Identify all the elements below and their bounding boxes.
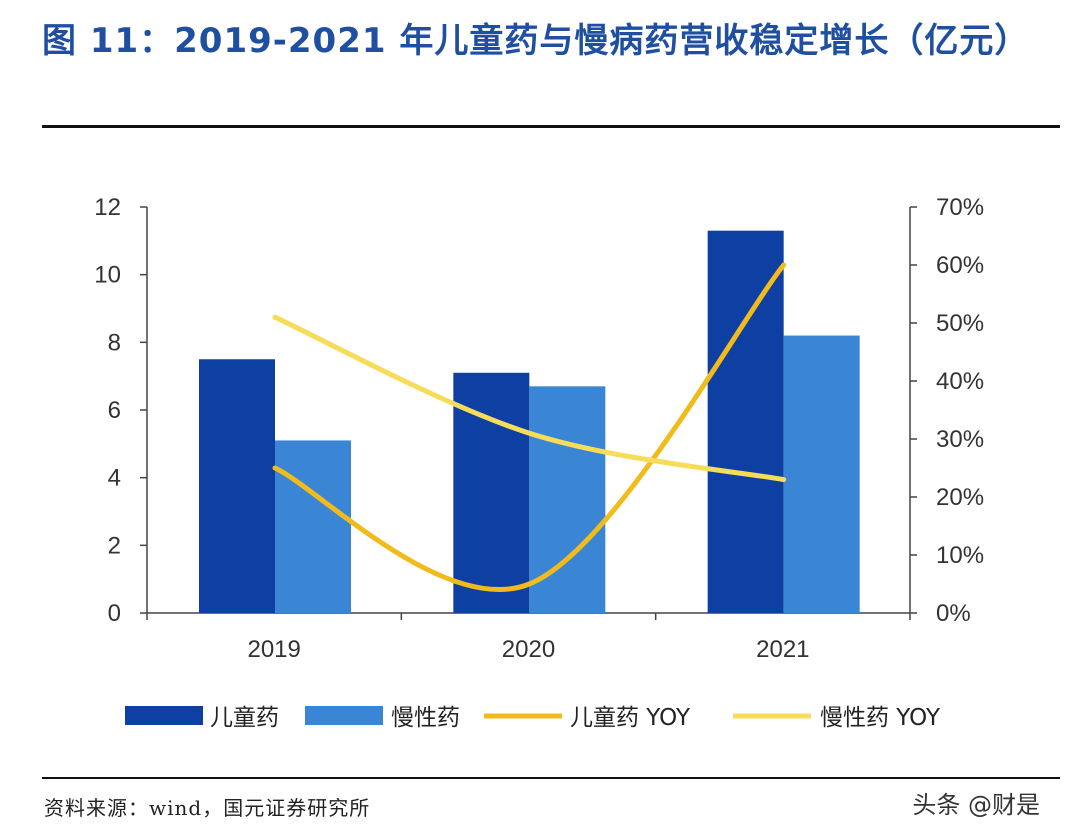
right-tick-label: 0%: [936, 600, 971, 627]
footer-divider: [42, 777, 1060, 779]
left-tick-label: 0: [108, 600, 121, 627]
right-tick-label: 20%: [936, 484, 984, 511]
watermark: 头条 @财是: [912, 791, 1040, 819]
left-tick-label: 10: [94, 262, 121, 289]
legend-swatch-1: [305, 706, 383, 725]
x-tick-label: 2020: [502, 636, 555, 663]
title-divider: [42, 125, 1060, 128]
chart-title: 图 11：2019-2021 年儿童药与慢病药营收稳定增长（亿元）: [42, 21, 1030, 61]
right-tick-label: 60%: [936, 252, 984, 279]
left-tick-label: 12: [94, 194, 121, 221]
bar-chronic-2021: [783, 335, 860, 613]
left-tick-label: 2: [108, 532, 121, 559]
line-child-yoy: [272, 262, 787, 593]
right-tick-label: 50%: [936, 310, 984, 337]
legend-label-3: 慢性药 YOY: [820, 705, 941, 731]
left-tick-label: 6: [108, 397, 121, 424]
x-tick-label: 2021: [756, 636, 809, 663]
right-tick-label: 70%: [936, 194, 984, 221]
source-note: 资料来源：wind，国元证券研究所: [44, 796, 371, 820]
bar-child-2020: [453, 372, 530, 613]
bar-child-2019: [199, 359, 275, 613]
legend-label-0: 儿童药: [210, 705, 279, 731]
right-tick-label: 10%: [936, 542, 984, 569]
legend-swatch-0: [125, 706, 203, 725]
right-tick-label: 40%: [936, 368, 984, 395]
legend-label-1: 慢性药: [391, 705, 460, 731]
x-tick-label: 2019: [247, 636, 300, 663]
bar-child-2021: [707, 230, 784, 613]
right-tick-label: 30%: [936, 426, 984, 453]
left-tick-label: 4: [108, 465, 121, 492]
left-tick-label: 8: [108, 329, 121, 356]
legend-label-2: 儿童药 YOY: [570, 705, 691, 731]
bar-chronic-2019: [275, 440, 351, 613]
